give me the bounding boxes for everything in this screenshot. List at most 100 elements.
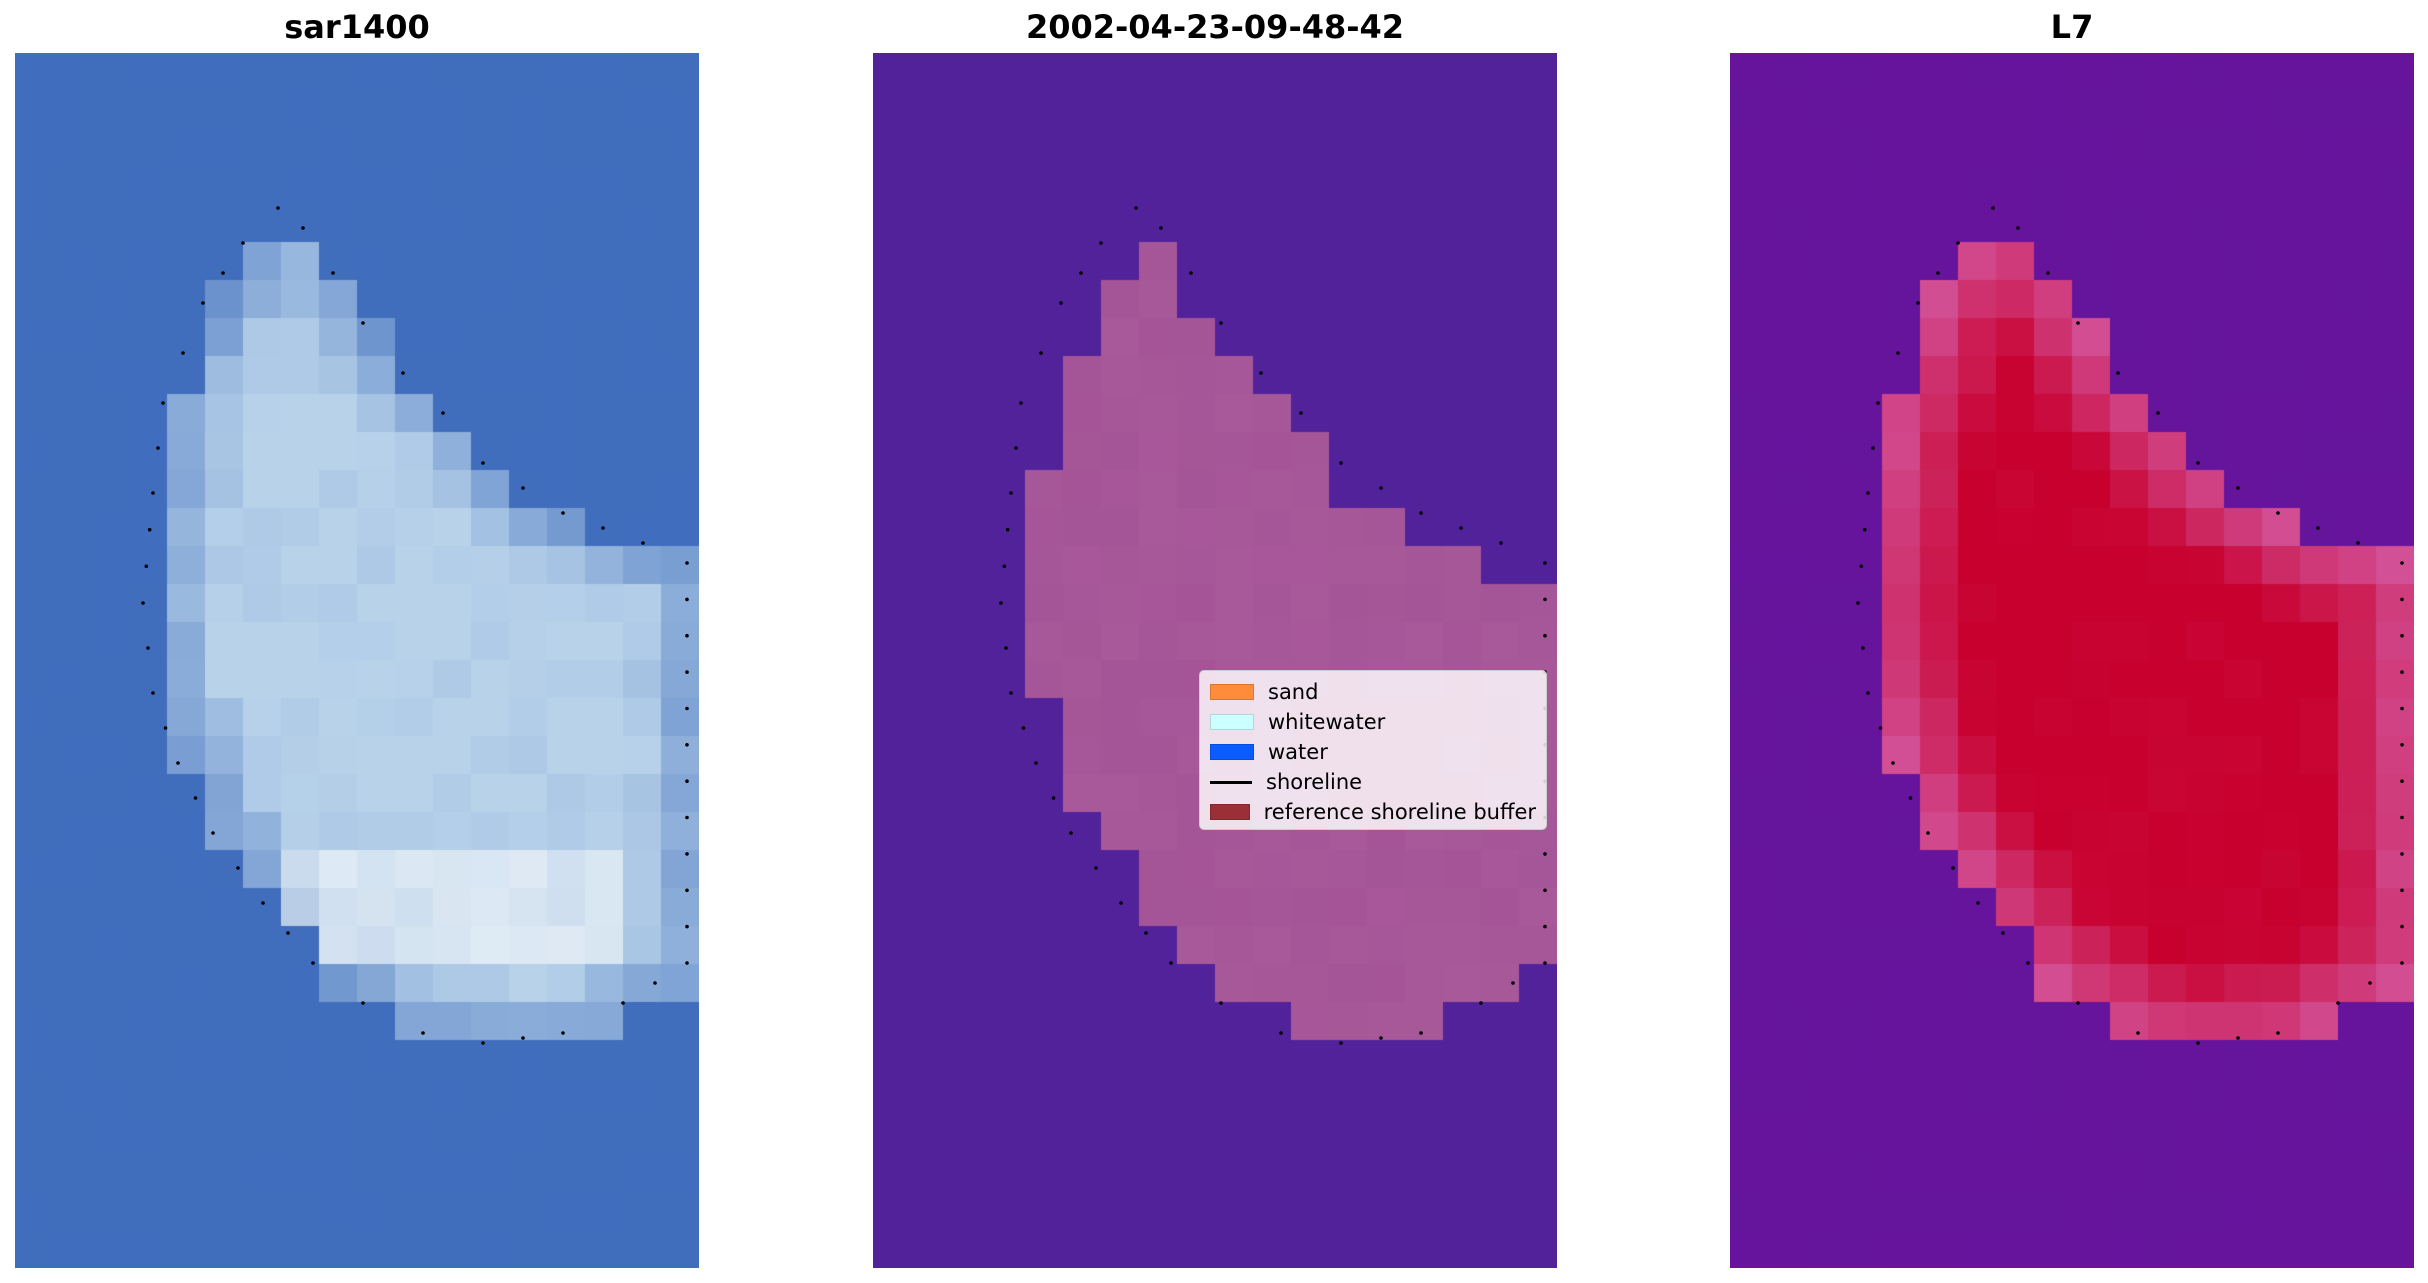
shoreline-dot <box>1051 796 1056 800</box>
legend-item-water: water <box>1210 737 1536 767</box>
shoreline-dot <box>146 646 150 650</box>
shoreline-dot <box>1119 901 1123 905</box>
shoreline-dot <box>161 401 165 405</box>
shoreline-dot <box>211 831 215 835</box>
shoreline-dot <box>2076 321 2080 325</box>
shoreline-dot <box>1991 206 1995 210</box>
shoreline-dot <box>1009 691 1013 695</box>
shoreline-dot <box>311 961 315 965</box>
shoreline-dot <box>1543 888 1547 893</box>
shoreline-line-swatch <box>1210 780 1252 784</box>
rgb-image <box>15 53 699 1268</box>
shoreline-dot <box>1543 561 1547 565</box>
shoreline-dot <box>144 564 149 569</box>
shoreline-dot <box>1189 271 1193 275</box>
shoreline-dot <box>685 561 689 565</box>
shoreline-dot <box>521 1036 525 1040</box>
shoreline-dot <box>1039 351 1043 355</box>
shoreline-dot <box>261 901 265 905</box>
shoreline-dot <box>481 1041 485 1045</box>
shoreline-dot <box>685 961 689 965</box>
shoreline-dot <box>2400 706 2404 711</box>
shoreline-dot <box>1916 301 1920 305</box>
legend-item-whitewater: whitewater <box>1210 707 1536 737</box>
shoreline-dot <box>2400 670 2404 674</box>
shoreline-dot <box>193 796 198 800</box>
shoreline-dot <box>1871 446 1875 450</box>
classified-image <box>873 53 1557 1268</box>
shoreline-dot <box>685 743 689 747</box>
shoreline-dot <box>1866 691 1870 695</box>
shoreline-dot <box>401 371 405 375</box>
shoreline-dot <box>361 1001 365 1005</box>
shoreline-dot <box>1339 461 1343 465</box>
shoreline-dot <box>1021 726 1026 730</box>
shoreline-dot <box>2400 597 2404 602</box>
shoreline-dot <box>2400 779 2404 783</box>
shoreline-dot <box>1219 1001 1223 1005</box>
shoreline-dot <box>685 706 689 711</box>
shoreline-dot <box>1059 301 1063 305</box>
shoreline-dot <box>1896 351 1900 355</box>
shoreline-dot <box>685 852 689 856</box>
shoreline-dot <box>1219 321 1223 325</box>
shoreline-dot <box>2316 526 2320 530</box>
shoreline-dot <box>1169 961 1173 965</box>
shoreline-dot <box>2276 1031 2280 1035</box>
shoreline-dot <box>2156 411 2160 415</box>
shoreline-dot <box>221 271 225 275</box>
shoreline-dot <box>1279 1031 1283 1035</box>
shoreline-dot <box>331 271 335 275</box>
shoreline-dot <box>653 981 657 985</box>
panel-title-index: L7 <box>2050 8 2094 46</box>
shoreline-dot <box>521 486 525 490</box>
shoreline-dot <box>2400 561 2404 565</box>
shoreline-dot <box>561 1031 565 1035</box>
shoreline-dot <box>236 866 240 870</box>
shoreline-dot <box>1866 491 1870 495</box>
shoreline-dot <box>1159 226 1163 230</box>
shoreline-dot <box>1419 1031 1423 1035</box>
shoreline-dots-index <box>1856 206 2404 1045</box>
shoreline-dot <box>685 597 689 602</box>
shoreline-dot <box>1002 564 1007 569</box>
shoreline-dot <box>1419 511 1423 515</box>
shoreline-dot <box>1543 633 1547 638</box>
shoreline-dot <box>301 226 305 230</box>
shoreline-dot <box>1459 526 1463 530</box>
shoreline-dot <box>1936 271 1940 275</box>
index-image <box>1730 53 2414 1268</box>
whitewater-swatch <box>1210 714 1254 730</box>
shoreline-dot <box>685 888 689 893</box>
shoreline-dot <box>2196 1041 2200 1045</box>
shoreline-dot <box>276 206 280 210</box>
shoreline-dot <box>163 726 168 730</box>
shoreline-dot <box>1259 371 1263 375</box>
shoreline-dot <box>1891 761 1895 765</box>
shoreline-dot <box>2001 931 2005 935</box>
legend-item-shoreline: shoreline <box>1210 767 1536 797</box>
shoreline-dot <box>1479 1001 1483 1005</box>
shoreline-dot <box>685 633 689 638</box>
shoreline-dot <box>421 1031 425 1035</box>
shoreline-dot <box>1009 491 1013 495</box>
shoreline-dot <box>286 931 290 935</box>
shoreline-dot <box>176 761 180 765</box>
shoreline-dot <box>1951 866 1955 870</box>
shoreline-dot <box>1014 446 1018 450</box>
water-swatch <box>1210 744 1254 760</box>
shoreline-dot <box>2400 815 2404 820</box>
shoreline-dot <box>1956 241 1960 245</box>
shoreline-dot <box>1856 601 1860 605</box>
shoreline-dot <box>1134 206 1138 210</box>
shoreline-dot <box>181 351 185 355</box>
shoreline-dot <box>1543 597 1547 602</box>
shoreline-dot <box>361 321 365 325</box>
shoreline-dot <box>1094 866 1098 870</box>
shoreline-dot <box>1976 901 1980 905</box>
legend: sand whitewater water shoreline referenc… <box>1199 670 1547 830</box>
shoreline-dot <box>1908 796 1913 800</box>
shoreline-dot <box>2400 961 2404 965</box>
shoreline-dot <box>1511 981 1515 985</box>
shoreline-dot <box>441 411 445 415</box>
